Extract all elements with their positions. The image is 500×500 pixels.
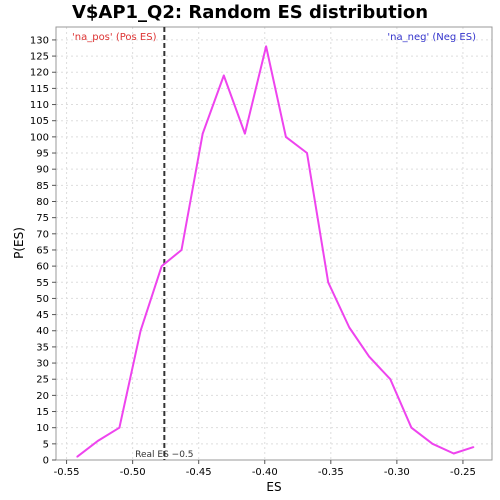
- y-tick-label: 65: [36, 245, 49, 256]
- data-point: [306, 152, 308, 154]
- legend-pos: 'na_pos' (Pos ES): [72, 32, 157, 43]
- data-point: [452, 452, 455, 455]
- y-axis-label: P(ES): [12, 227, 26, 259]
- y-tick-label: 25: [36, 375, 49, 386]
- x-tick-label: -0.25: [450, 467, 476, 478]
- y-tick-label: 125: [30, 52, 49, 63]
- legend-neg: 'na_neg' (Neg ES): [387, 32, 476, 43]
- y-tick-label: 10: [36, 423, 49, 434]
- data-point: [244, 132, 246, 135]
- y-tick-label: 120: [30, 68, 49, 79]
- x-tick-label: -0.30: [384, 467, 410, 478]
- data-point: [472, 446, 475, 448]
- y-tick-label: 55: [36, 278, 49, 289]
- y-tick-label: 45: [36, 310, 49, 321]
- y-tick-label: 20: [36, 391, 49, 402]
- y-tick-label: 40: [36, 326, 49, 337]
- y-tick-label: 95: [36, 149, 49, 160]
- data-point: [431, 443, 434, 445]
- y-tick-label: 90: [36, 165, 49, 176]
- y-tick-label: 15: [36, 407, 49, 418]
- x-axis-ticks: -0.55 -0.50 -0.45 -0.40 -0.35 -0.30 -0.25: [54, 460, 476, 478]
- y-tick-label: 50: [36, 294, 49, 305]
- x-tick-label: -0.35: [318, 467, 344, 478]
- data-point: [201, 132, 204, 135]
- x-tick-label: -0.45: [186, 467, 212, 478]
- x-axis-label: ES: [266, 480, 281, 494]
- x-tick-label: -0.40: [252, 467, 278, 478]
- real-es-label: Real ES −0.5: [135, 450, 193, 460]
- y-tick-label: 30: [36, 359, 49, 370]
- y-tick-label: 130: [30, 35, 49, 46]
- data-point: [118, 426, 121, 429]
- y-tick-label: 105: [30, 116, 49, 127]
- data-point: [368, 355, 370, 358]
- y-tick-label: 115: [30, 84, 49, 95]
- y-tick-label: 85: [36, 181, 49, 192]
- x-tick-label: -0.50: [120, 467, 146, 478]
- chart-title: V$AP1_Q2: Random ES distribution: [72, 2, 428, 23]
- data-point: [97, 439, 100, 442]
- es-distribution-line: [76, 45, 474, 458]
- y-tick-label: 70: [36, 229, 49, 240]
- y-tick-label: 35: [36, 342, 49, 353]
- y-axis-ticks: 0 5 10 15 20 25 30 35 40 45 50 55 60 65 70 75 80 85 90 95 10…: [30, 35, 56, 467]
- data-point: [76, 455, 78, 458]
- data-point: [327, 281, 329, 284]
- data-point: [265, 45, 267, 48]
- y-tick-label: 110: [30, 100, 49, 111]
- series-layer: [76, 45, 475, 458]
- y-tick-label: 100: [30, 132, 49, 143]
- grid-layer: [56, 27, 492, 461]
- data-point: [180, 249, 183, 251]
- data-point: [348, 326, 351, 329]
- data-point: [389, 378, 392, 381]
- data-point: [160, 265, 163, 267]
- data-point: [222, 74, 225, 77]
- y-tick-label: 75: [36, 213, 49, 224]
- y-tick-label: 0: [43, 456, 49, 467]
- data-point: [139, 329, 142, 332]
- x-tick-label: -0.55: [54, 467, 80, 478]
- y-tick-label: 80: [36, 197, 49, 208]
- data-point: [285, 136, 287, 138]
- y-tick-label: 60: [36, 262, 49, 273]
- plot-frame: [55, 26, 493, 461]
- data-point: [410, 426, 413, 429]
- y-tick-label: 5: [43, 439, 49, 450]
